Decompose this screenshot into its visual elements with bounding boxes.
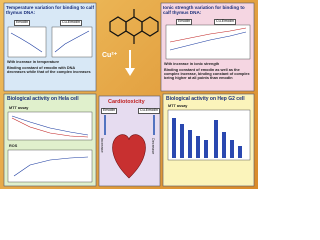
panel-label: ROS [9,144,18,148]
graphical-abstract: Temperature variation for binding to cal… [0,0,258,189]
panel-title: Biological activity on Hela cell [7,96,79,102]
legend-entry: Cu-Emodin [138,108,160,114]
molecule [109,9,159,44]
mini-line [169,31,247,51]
note-heading: With increase in ionic strength [164,62,220,66]
legend-entry: Emodin [176,19,193,25]
panel-title: Ionic strength variation for binding to … [163,5,245,16]
panel-title: Biological activity on Hep G2 cell [166,96,245,102]
mini-line [11,117,89,138]
heart [112,134,146,179]
mini-bars [172,118,242,158]
panel-label: MTT assay [9,106,29,110]
legend-entry: Cu-Emodin [214,19,236,25]
note: Binding constant of emodin as well as th… [164,68,250,81]
decoration [3,2,255,187]
mini-line [11,115,89,136]
mini-plot [7,149,93,183]
change-label: Decrease [151,138,156,155]
note: Binding constant of emodin with DNA decr… [7,66,91,75]
ion-label: Cu²⁺ [102,52,118,59]
panel-title: Temperature variation for binding to cal… [6,5,94,16]
change-label: Increase [100,138,105,153]
legend-entry: Cu-Emodin [60,20,82,26]
arrow-head [125,68,135,76]
mini-line [10,32,43,53]
mini-plot [51,26,93,58]
mini-line [13,156,89,177]
note-heading: With increase in temperature [7,60,60,64]
legend-entry: Emodin [101,108,118,114]
mini-line [169,27,247,43]
mini-plot [7,111,93,141]
panel-label: MTT assay [168,104,188,108]
legend-entry: Emodin [14,20,31,26]
mini-plot [165,24,251,60]
mini-line [54,30,90,53]
panel-title: Cardiotoxicity [108,99,145,105]
